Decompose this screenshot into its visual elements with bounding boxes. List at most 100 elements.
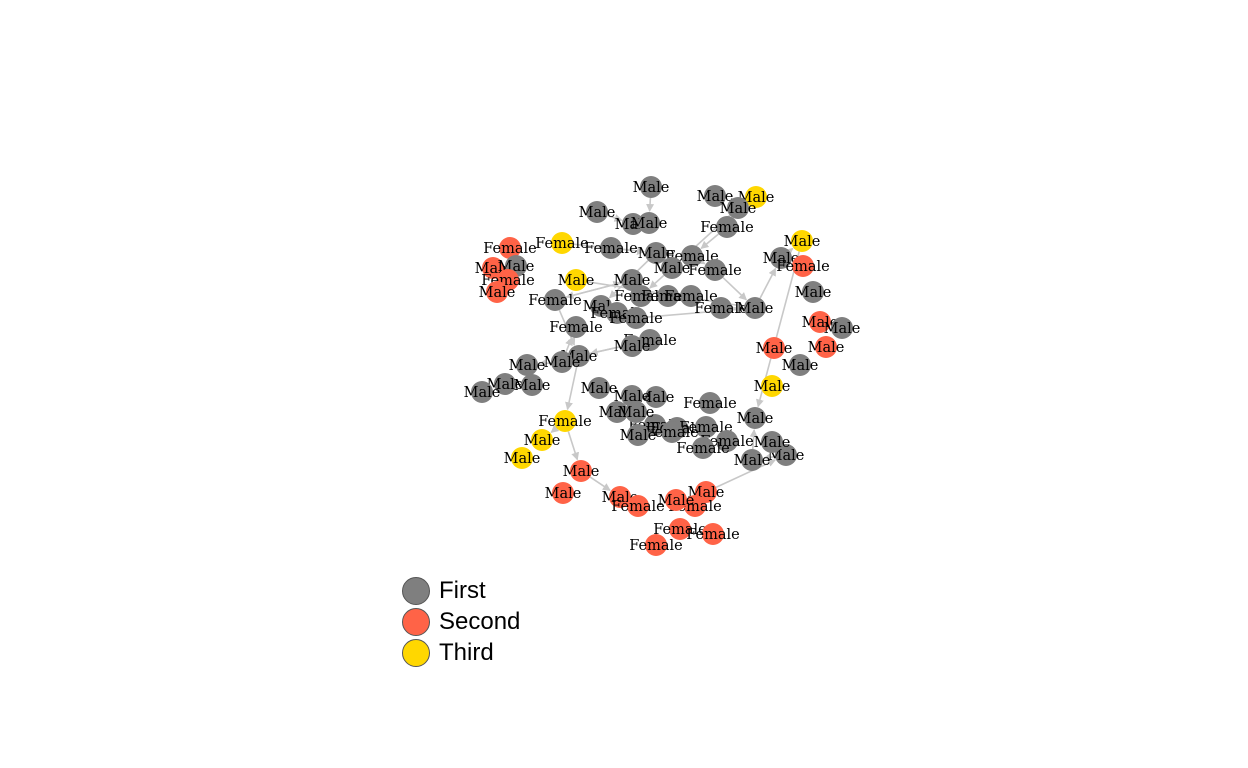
node-label: Female (549, 320, 602, 336)
node-label: Male (756, 341, 793, 357)
node-label: Male (737, 411, 774, 427)
legend-label-third: Third (439, 638, 494, 666)
legend-label-second: Second (439, 607, 521, 635)
node-label: Male (737, 301, 774, 317)
node-circle-first (625, 401, 647, 423)
node-circle-first (681, 245, 703, 267)
legend-swatch-third (402, 638, 430, 667)
graph-node: Male (464, 381, 500, 403)
graph-node: Male (737, 407, 774, 429)
node-label: Female (611, 499, 664, 515)
node-circle-second (645, 534, 667, 556)
edge-n38-n58 (565, 366, 578, 411)
graph-node: Male (754, 375, 790, 397)
graph-node: Female (549, 316, 603, 338)
node-circle-first (710, 297, 732, 319)
node-circle-second (815, 336, 837, 358)
graph-node: Male (737, 297, 774, 319)
node-circle-first (741, 449, 763, 471)
node-label: Male (768, 448, 805, 464)
graph-node: Male (581, 377, 617, 399)
node-circle-second (669, 518, 691, 540)
node-circle-first (699, 392, 721, 414)
graph-node: Female (664, 285, 718, 307)
node-circle-first (661, 421, 683, 443)
node-label: Male (697, 189, 734, 205)
node-circle-first (761, 431, 783, 453)
graph-node: Male (614, 335, 650, 357)
graph-node: Male (524, 429, 561, 451)
graph-node: Male (563, 460, 599, 482)
edge-n58-n59 (550, 424, 560, 433)
node-circle-first (704, 259, 726, 281)
node-circle-first (627, 424, 649, 446)
graph-node: Female (538, 410, 592, 432)
node-circle-first (551, 351, 573, 373)
edge-n58-n70 (567, 431, 580, 461)
legend-item-first: First (402, 575, 520, 606)
node-label: Male (558, 273, 595, 289)
node-label: Male (524, 433, 561, 449)
node-label: Male (720, 201, 757, 217)
edge-n14-n24 (649, 274, 665, 289)
legend: First Second Third (402, 575, 520, 668)
node-label: Female (483, 241, 536, 257)
node-circle-first (638, 212, 660, 234)
edge-n40-n36 (565, 337, 573, 353)
node-circle-second (552, 482, 574, 504)
edge-n32-n31 (784, 247, 794, 257)
node-circle-third (511, 447, 533, 469)
node-circle-first (831, 317, 853, 339)
graph-node: Male (638, 242, 674, 264)
node-circle-second (684, 495, 706, 517)
graph-node: Male (509, 354, 545, 376)
graph-node: Male (654, 257, 691, 279)
node-label: Female (676, 441, 729, 457)
edge-n12-n13 (696, 256, 706, 265)
edge-n74-n57 (715, 459, 777, 489)
node-circle-first (802, 281, 824, 303)
node-circle-first (544, 289, 566, 311)
graph-node: Male (631, 212, 667, 234)
node-label: Female (700, 220, 753, 236)
legend-label-first: First (439, 576, 486, 604)
node-label: Male (824, 321, 861, 337)
graph-node: Female (653, 518, 707, 540)
node-circle-second (482, 257, 504, 279)
node-label: Male (544, 355, 581, 371)
graph-node: Female (609, 307, 663, 329)
node-label: Female (679, 420, 732, 436)
graph-node: Female (679, 416, 733, 438)
node-label: Male (802, 315, 839, 331)
graph-node: Male (763, 247, 799, 269)
edge-n51-n50 (749, 428, 758, 450)
graph-node: Female (694, 297, 748, 319)
node-circle-second (702, 523, 724, 545)
node-label: Male (545, 486, 582, 502)
node-label: Male (620, 428, 657, 444)
node-label: Female (645, 425, 698, 441)
graph-node: Male (697, 185, 734, 207)
graph-node: Male (768, 444, 805, 466)
node-label: Male (479, 285, 516, 301)
node-label: Male (654, 261, 691, 277)
graph-node: Male (558, 269, 595, 291)
graph-node: Female (676, 437, 730, 459)
graph-node: Male (638, 386, 674, 408)
node-circle-first (661, 257, 683, 279)
node-label: Female (584, 241, 637, 257)
graph-node: Male (504, 447, 540, 469)
node-circle-first (692, 437, 714, 459)
graph-node: Male (579, 201, 616, 223)
node-circle-second (665, 489, 687, 511)
node-circle-first (704, 185, 726, 207)
edge-n1-n6 (646, 197, 655, 213)
node-circle-second (763, 337, 785, 359)
edge-n30-n32 (759, 267, 777, 299)
node-label: Male (579, 205, 616, 221)
graph-node: Female (700, 216, 754, 238)
graph-node: Male (479, 281, 516, 303)
node-label: Male (782, 358, 819, 374)
